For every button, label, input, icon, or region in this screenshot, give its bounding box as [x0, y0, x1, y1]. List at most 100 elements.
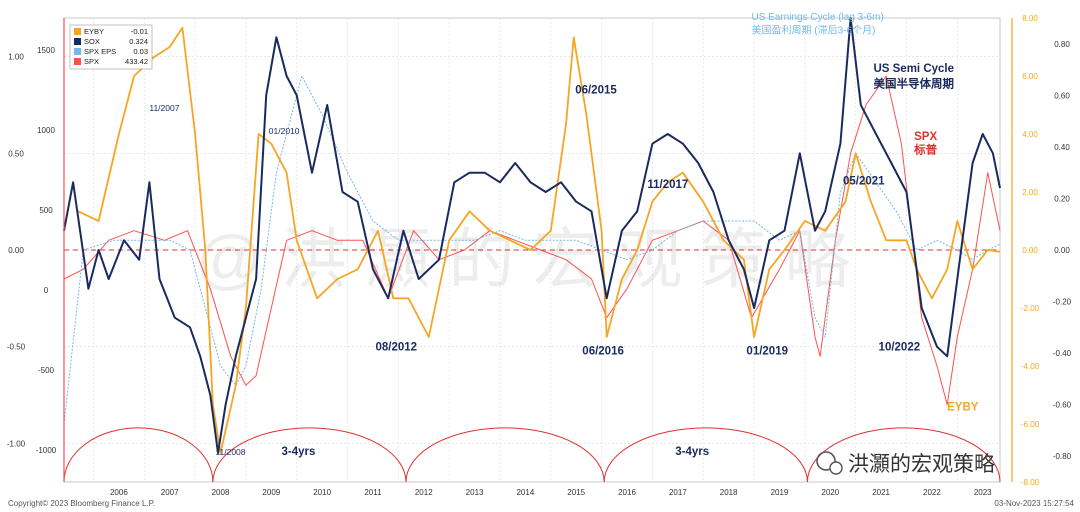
legend-value-sox: 0.324	[129, 37, 148, 46]
brand-badge: 洪灝的宏观策略	[816, 451, 995, 476]
annotation-7: 01/2019	[746, 345, 788, 357]
tick-right_outer-8: -8.00	[1021, 478, 1040, 487]
tick-right_outer-6: -4.00	[1021, 362, 1040, 371]
tick-left_inner-2: 0.00	[8, 246, 24, 255]
tick-x-1: 2007	[161, 488, 179, 497]
tick-left_outer-5: -1000	[36, 446, 57, 455]
annotation-10: 3-4yrs	[281, 446, 315, 458]
cycle-arc-0	[63, 427, 214, 483]
legend-value-spx: 433.42	[125, 57, 148, 66]
legend-name-sox: SOX	[84, 37, 100, 46]
tick-x-3: 2009	[262, 488, 280, 497]
tick-x-9: 2015	[567, 488, 585, 497]
series-layer	[63, 17, 1001, 454]
tick-left_inner-1: 0.50	[8, 149, 24, 158]
legend-name-spx: SPX	[84, 57, 99, 66]
tick-left_outer-0: 1500	[37, 46, 55, 55]
annotation-18: EYBY	[947, 401, 979, 413]
tick-right_inner-3: 0.20	[1054, 194, 1070, 203]
tick-left_outer-2: 500	[39, 206, 53, 215]
cycle-arcs	[63, 427, 1001, 483]
tick-x-11: 2017	[669, 488, 687, 497]
legend-swatch-spx_eps	[74, 48, 81, 55]
tick-right_inner-7: -0.60	[1053, 401, 1072, 410]
annotation-13: 美国盈利周期 (滞后3-6个月)	[752, 23, 876, 36]
tick-left_outer-4: -500	[38, 366, 55, 375]
legend-value-eyby: -0.01	[131, 27, 148, 36]
tick-left_inner-4: -1.00	[7, 439, 26, 448]
tick-right_outer-1: 6.00	[1022, 72, 1038, 81]
tick-left_inner-0: 1.00	[8, 53, 24, 62]
tick-x-10: 2016	[618, 488, 636, 497]
tick-right_inner-2: 0.40	[1054, 143, 1070, 152]
tick-left_outer-1: 1000	[37, 126, 55, 135]
tick-right_outer-3: 2.00	[1022, 188, 1038, 197]
series-spx_eps	[63, 75, 1001, 425]
tick-x-15: 2021	[872, 488, 890, 497]
tick-right_inner-8: -0.80	[1053, 452, 1072, 461]
series-sox	[63, 17, 1001, 454]
footer-copyright: Copyright© 2023 Bloomberg Finance L.P.	[8, 499, 155, 508]
tick-right_inner-4: 0.00	[1054, 246, 1070, 255]
annotation-9: 10/2022	[879, 342, 921, 354]
annotation-1: 01/2010	[269, 126, 300, 136]
tick-right_inner-6: -0.40	[1053, 349, 1072, 358]
tick-x-12: 2018	[720, 488, 738, 497]
legend-swatch-sox	[74, 38, 81, 45]
tick-right_inner-5: -0.20	[1053, 298, 1072, 307]
tick-x-0: 2006	[110, 488, 128, 497]
annotation-4: 11/2017	[647, 179, 688, 191]
tick-x-5: 2011	[364, 488, 382, 497]
annotation-5: 08/2012	[375, 342, 417, 354]
annotation-12: US Earnings Cycle (lag 3-6m)	[752, 12, 884, 23]
footer: Copyright© 2023 Bloomberg Finance L.P. 0…	[8, 499, 1075, 508]
legend-name-spx_eps: SPX EPS	[84, 47, 116, 56]
tick-right_inner-0: 0.80	[1054, 40, 1070, 49]
legend-name-eyby: EYBY	[84, 27, 104, 36]
series-spx	[63, 75, 1001, 406]
annotation-17: 标普	[913, 142, 937, 156]
axes: 1500 1000 500 0 -500 -1000 1.00 0.50 0.00 -0.50 -1…	[7, 14, 1072, 497]
annotation-8: 05/2021	[843, 175, 885, 187]
legend-value-spx_eps: 0.03	[133, 47, 148, 56]
legend-swatch-spx	[74, 58, 81, 65]
wechat-icon	[816, 451, 836, 471]
tick-x-16: 2022	[923, 488, 941, 497]
tick-right_outer-7: -6.00	[1021, 420, 1040, 429]
legend: EYBY -0.01 SOX 0.324 SPX EPS 0.03 SPX 433.42	[69, 24, 153, 70]
tick-left_inner-3: -0.50	[7, 343, 26, 352]
tick-x-17: 2023	[974, 488, 992, 497]
brand-text: 洪灝的宏观策略	[848, 453, 995, 476]
tick-right_outer-0: 8.00	[1022, 14, 1038, 23]
tick-x-6: 2012	[415, 488, 433, 497]
annotation-3: 06/2015	[575, 84, 617, 96]
footer-timestamp: 03-Nov-2023 15:27:54	[994, 499, 1074, 508]
tick-x-8: 2014	[516, 488, 534, 497]
tick-right_outer-5: -2.00	[1021, 304, 1040, 313]
wechat-icon-bubble	[829, 461, 843, 475]
annotation-2: 11/2008	[215, 447, 245, 457]
annotation-14: US Semi Cycle	[873, 63, 954, 75]
legend-box	[69, 24, 153, 70]
tick-right_outer-4: 0.00	[1022, 246, 1038, 255]
tick-x-13: 2019	[771, 488, 789, 497]
tick-right_inner-1: 0.60	[1054, 91, 1070, 100]
annotation-16: SPX	[914, 131, 937, 143]
legend-swatch-eyby	[74, 28, 81, 35]
cycle-arc-2	[405, 427, 605, 483]
cycle-arc-1	[212, 427, 407, 483]
annotation-11: 3-4yrs	[675, 446, 709, 458]
tick-x-7: 2013	[466, 488, 484, 497]
cycle-arc-3	[603, 427, 808, 483]
tick-right_outer-2: 4.00	[1022, 130, 1038, 139]
tick-x-4: 2010	[313, 488, 331, 497]
annotations: 11/2007 01/2010 11/2008 06/2015 11/2017 08/20…	[149, 12, 978, 458]
tick-x-14: 2020	[821, 488, 839, 497]
tick-x-2: 2008	[212, 488, 230, 497]
annotation-0: 11/2007	[149, 103, 179, 113]
annotation-6: 06/2016	[582, 345, 624, 357]
tick-left_outer-3: 0	[44, 286, 49, 295]
annotation-15: 美国半导体周期	[873, 77, 954, 91]
